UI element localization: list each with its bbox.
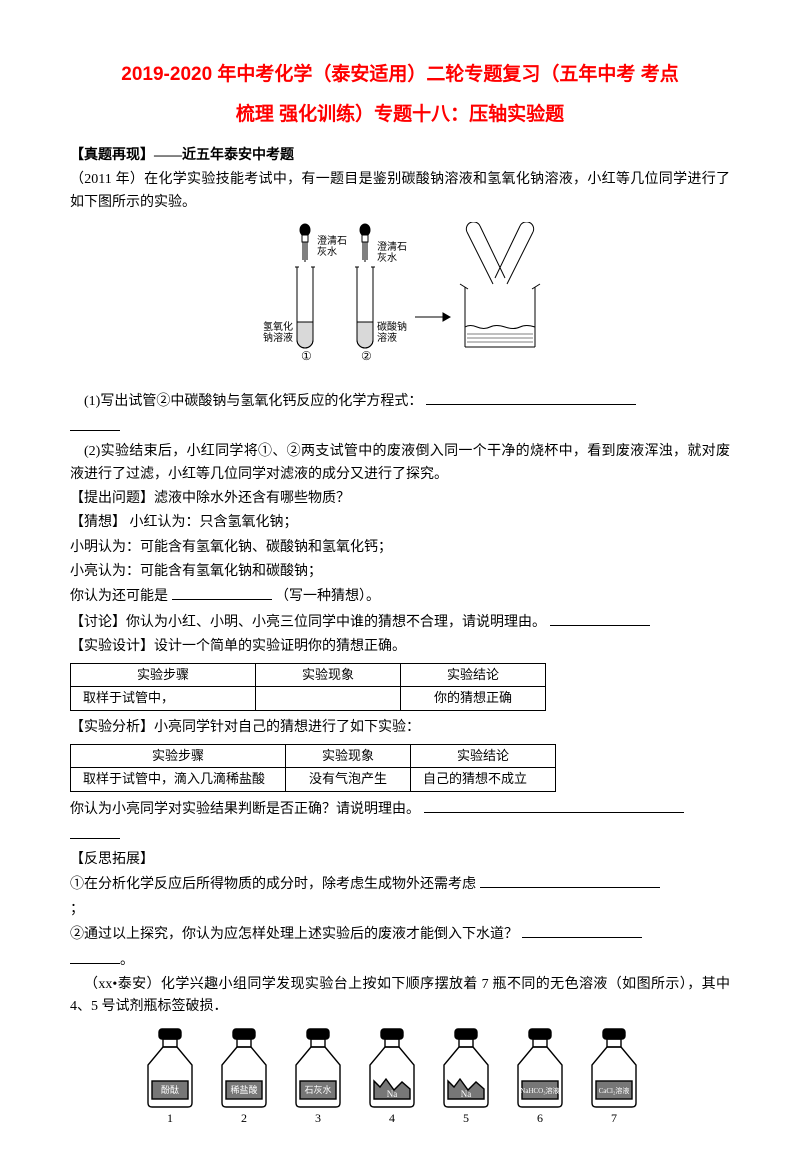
svg-text:石灰水: 石灰水 (304, 1084, 331, 1095)
svg-text:CaCl₂溶液: CaCl₂溶液 (599, 1086, 630, 1095)
guess-head: 【猜想】 小红认为：只含氢氧化钠； (70, 512, 730, 534)
table-design: 实验步骤 实验现象 实验结论 取样于试管中， 你的猜想正确 (70, 663, 546, 712)
svg-text:NaHCO₃溶液: NaHCO₃溶液 (520, 1086, 559, 1095)
svg-text:酚酞: 酚酞 (161, 1084, 179, 1095)
analysis-head: 【实验分析】小亮同学针对自己的猜想进行了如下实验： (70, 717, 730, 739)
td-step: 取样于试管中， (71, 687, 256, 711)
guess-you: 你认为还可能是 (70, 589, 168, 604)
th-concl: 实验结论 (401, 663, 546, 687)
blank-reflect2[interactable] (522, 923, 642, 938)
svg-text:3: 3 (315, 1111, 321, 1125)
svg-text:溶液: 溶液 (377, 331, 397, 344)
reflect1: ①在分析化学反应后所得物质的成分时，除考虑生成物外还需考虑 (70, 877, 476, 892)
svg-text:①: ① (301, 349, 312, 363)
guess-you-tail: （写一种猜想）。 (275, 589, 380, 604)
td-phenom2: 没有气泡产生 (286, 768, 411, 792)
reflect2: ②通过以上探究，你认为应怎样处理上述实验后的废液才能倒入下水道？ (70, 927, 518, 942)
svg-text:钠溶液: 钠溶液 (263, 331, 293, 344)
title-line2: 梳理 强化训练）专题十八：压轴实验题 (70, 100, 730, 130)
td-concl2: 自己的猜想不成立 (411, 768, 556, 792)
td-phenom[interactable] (256, 687, 401, 711)
table-row: 取样于试管中，滴入几滴稀盐酸 没有气泡产生 自己的猜想不成立 (71, 768, 556, 792)
blank-judge2[interactable] (70, 824, 120, 839)
p2011-intro: （2011 年）在化学实验技能考试中，有一题目是鉴别碳酸钠溶液和氢氧化钠溶液，小… (70, 169, 730, 214)
svg-text:灰水: 灰水 (317, 245, 337, 258)
svg-text:Na: Na (461, 1089, 472, 1099)
q2: (2)实验结束后，小红同学将①、②两支试管中的废液倒入同一个干净的烧杯中，看到废… (70, 441, 730, 486)
reflect1-tail: ； (70, 899, 730, 921)
judge: 你认为小亮同学对实验结果判断是否正确？请说明理由。 (70, 802, 420, 817)
th-step: 实验步骤 (71, 663, 256, 687)
svg-text:1: 1 (167, 1111, 173, 1125)
blank-judge[interactable] (424, 798, 684, 813)
guess-ming: 小明认为：可能含有氢氧化钠、碳酸钠和氢氧化钙； (70, 537, 730, 559)
svg-text:澄清石: 澄清石 (377, 240, 407, 253)
svg-text:氢氧化: 氢氧化 (263, 320, 293, 333)
blank-eq[interactable] (426, 390, 636, 405)
table-row: 实验步骤 实验现象 实验结论 (71, 744, 556, 768)
svg-text:6: 6 (537, 1111, 543, 1125)
svg-text:4: 4 (389, 1111, 395, 1125)
table-row: 取样于试管中， 你的猜想正确 (71, 687, 546, 711)
title-line1: 2019-2020 年中考化学（泰安适用）二轮专题复习（五年中考 考点 (70, 60, 730, 90)
guess-liang: 小亮认为：可能含有氢氧化钠和碳酸钠； (70, 561, 730, 583)
table-row: 实验步骤 实验现象 实验结论 (71, 663, 546, 687)
figure-bottles: 酚酞 1 稀盐酸 2 石灰水 3 Na 4 Na 5 NaHCO₃溶液 6 CaCl₂溶液 7 (70, 1027, 730, 1133)
q1: (1)写出试管②中碳酸钠与氢氧化钙反应的化学方程式： (84, 394, 422, 409)
svg-text:澄清石: 澄清石 (317, 234, 347, 247)
svg-text:稀盐酸: 稀盐酸 (230, 1084, 257, 1095)
svg-text:②: ② (361, 349, 372, 363)
blank-reflect1[interactable] (480, 873, 660, 888)
blank-reflect2b[interactable] (70, 949, 120, 964)
th-step2: 实验步骤 (71, 744, 286, 768)
zhenti-head: 【真题再现】——近五年泰安中考题 (70, 148, 294, 163)
th-phenom: 实验现象 (256, 663, 401, 687)
xx-taian: （xx•泰安）化学兴趣小组同学发现实验台上按如下顺序摆放着 7 瓶不同的无色溶液… (70, 974, 730, 1019)
svg-text:Na: Na (387, 1089, 398, 1099)
design: 【实验设计】设计一个简单的实验证明你的猜想正确。 (70, 636, 730, 658)
svg-text:7: 7 (611, 1111, 617, 1125)
blank-guess[interactable] (172, 585, 272, 600)
reflect-head: 【反思拓展】 (70, 849, 730, 871)
table-analysis: 实验步骤 实验现象 实验结论 取样于试管中，滴入几滴稀盐酸 没有气泡产生 自己的… (70, 744, 556, 793)
svg-text:5: 5 (463, 1111, 469, 1125)
td-concl: 你的猜想正确 (401, 687, 546, 711)
svg-text:2: 2 (241, 1111, 247, 1125)
th-phenom2: 实验现象 (286, 744, 411, 768)
th-concl2: 实验结论 (411, 744, 556, 768)
blank-discuss[interactable] (550, 611, 650, 626)
svg-text:灰水: 灰水 (377, 251, 397, 264)
blank-eq-cont[interactable] (70, 416, 120, 431)
ask: 【提出问题】滤液中除水外还含有哪些物质？ (70, 488, 730, 510)
td-step2: 取样于试管中，滴入几滴稀盐酸 (71, 768, 286, 792)
figure-tubes-beaker: 澄清石 灰水 氢氧化 钠溶液 ① 澄清 (70, 222, 730, 380)
discuss: 【讨论】你认为小红、小明、小亮三位同学中谁的猜想不合理，请说明理由。 (70, 615, 546, 630)
svg-text:碳酸钠: 碳酸钠 (377, 320, 407, 333)
